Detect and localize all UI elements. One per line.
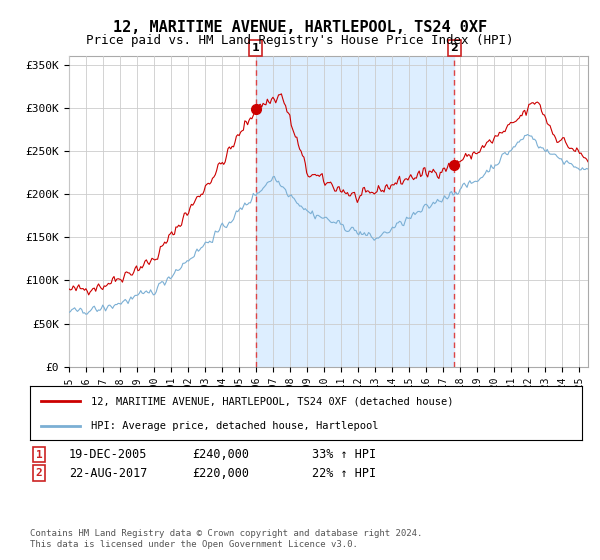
Text: 2: 2 bbox=[35, 468, 43, 478]
Text: 1: 1 bbox=[252, 43, 260, 53]
Text: Contains HM Land Registry data © Crown copyright and database right 2024.
This d: Contains HM Land Registry data © Crown c… bbox=[30, 529, 422, 549]
Bar bbox=[256, 56, 454, 367]
Text: HPI: Average price, detached house, Hartlepool: HPI: Average price, detached house, Hart… bbox=[91, 421, 378, 431]
Text: 19-DEC-2005: 19-DEC-2005 bbox=[69, 448, 148, 461]
Text: £240,000: £240,000 bbox=[192, 448, 249, 461]
Text: Price paid vs. HM Land Registry's House Price Index (HPI): Price paid vs. HM Land Registry's House … bbox=[86, 34, 514, 46]
Text: 12, MARITIME AVENUE, HARTLEPOOL, TS24 0XF: 12, MARITIME AVENUE, HARTLEPOOL, TS24 0X… bbox=[113, 20, 487, 35]
Text: 1: 1 bbox=[35, 450, 43, 460]
Text: £220,000: £220,000 bbox=[192, 466, 249, 480]
Text: 2: 2 bbox=[451, 43, 458, 53]
Text: 33% ↑ HPI: 33% ↑ HPI bbox=[312, 448, 376, 461]
Text: 22% ↑ HPI: 22% ↑ HPI bbox=[312, 466, 376, 480]
Text: 22-AUG-2017: 22-AUG-2017 bbox=[69, 466, 148, 480]
Text: 12, MARITIME AVENUE, HARTLEPOOL, TS24 0XF (detached house): 12, MARITIME AVENUE, HARTLEPOOL, TS24 0X… bbox=[91, 396, 453, 407]
